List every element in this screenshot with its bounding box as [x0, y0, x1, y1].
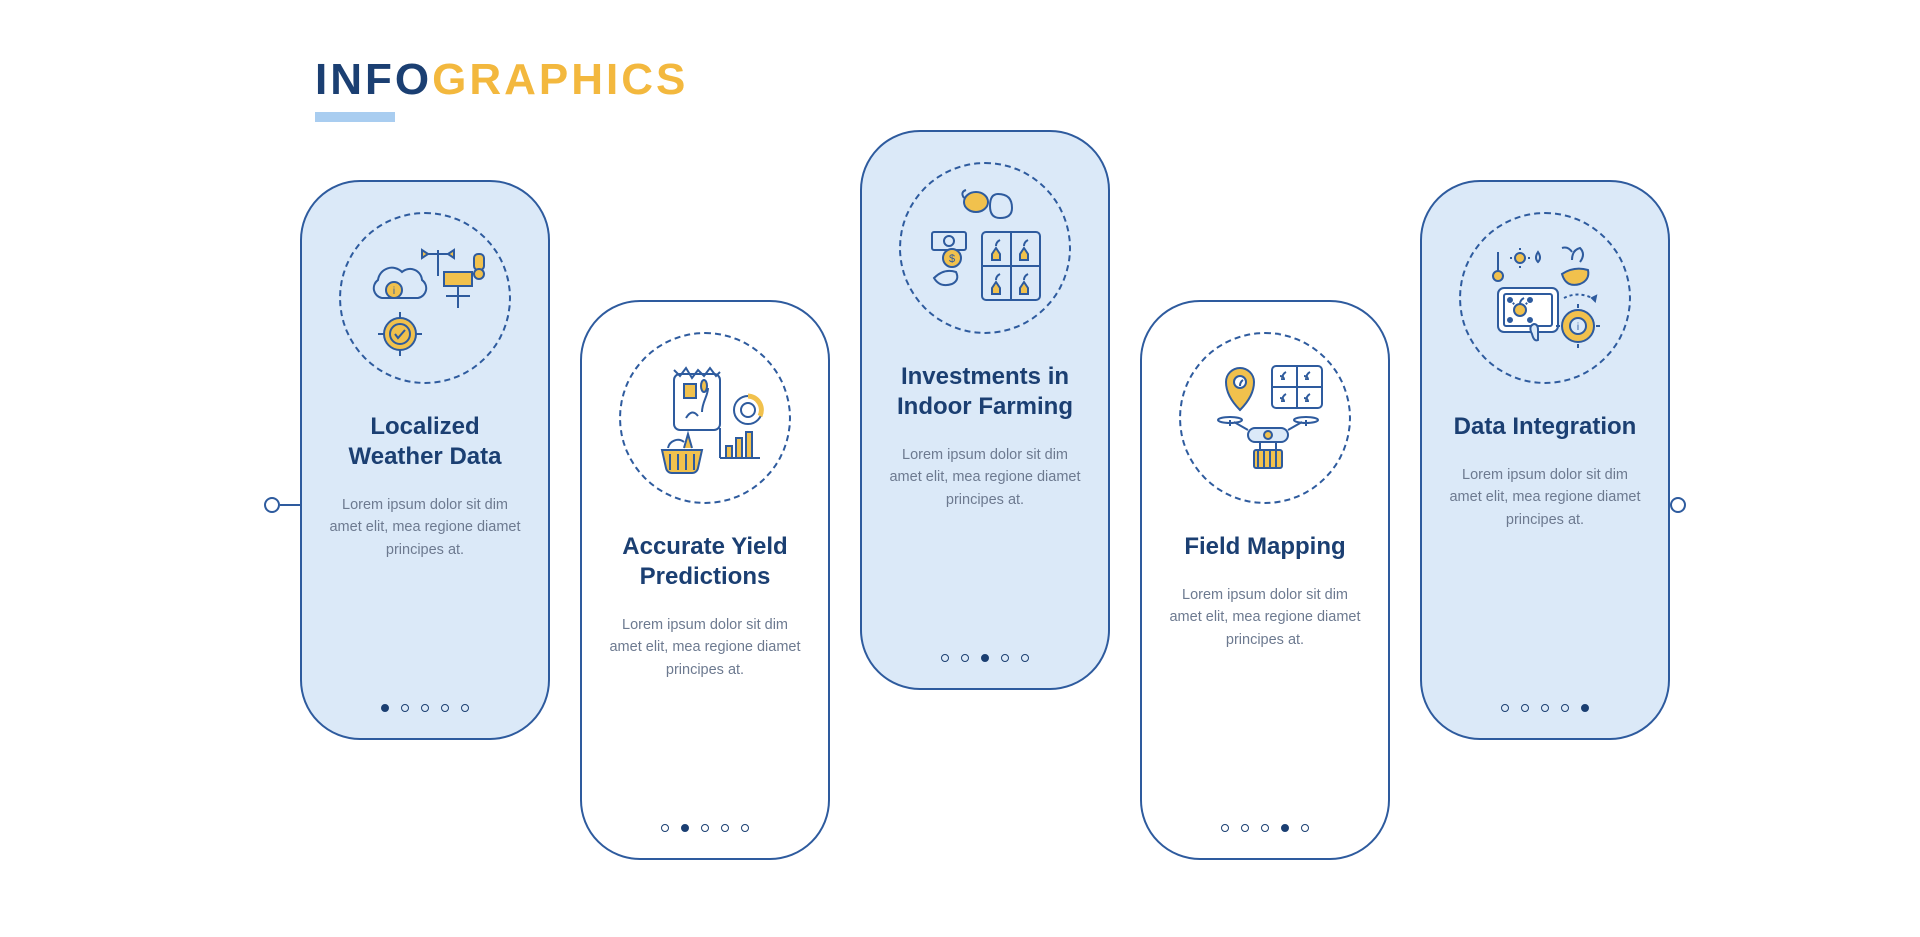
dot	[461, 704, 469, 712]
dot	[1581, 704, 1589, 712]
dot	[721, 824, 729, 832]
card-desc: Lorem ipsum dolor sit dim amet elit, mea…	[1444, 464, 1646, 531]
card-desc: Lorem ipsum dolor sit dim amet elit, mea…	[1164, 584, 1366, 651]
drone-mapping-icon	[1179, 332, 1351, 504]
card-desc: Lorem ipsum dolor sit dim amet elit, mea…	[324, 494, 526, 561]
dot	[441, 704, 449, 712]
card-dots	[1221, 824, 1309, 832]
dot	[941, 654, 949, 662]
card-title: Investments in Indoor Farming	[884, 362, 1086, 422]
card-mapping: Field Mapping Lorem ipsum dolor sit dim …	[1140, 300, 1390, 860]
dot	[961, 654, 969, 662]
dot	[661, 824, 669, 832]
card-desc: Lorem ipsum dolor sit dim amet elit, mea…	[884, 444, 1086, 511]
card-dots	[381, 704, 469, 712]
dot	[1261, 824, 1269, 832]
card-weather: i	[300, 180, 550, 740]
card-yield: Accurate Yield Predictions Lorem ipsum d…	[580, 300, 830, 860]
card-desc: Lorem ipsum dolor sit dim amet elit, mea…	[604, 614, 806, 681]
dot	[381, 704, 389, 712]
dot	[1561, 704, 1569, 712]
dot	[681, 824, 689, 832]
data-integration-icon: i	[1459, 212, 1631, 384]
card-title: Field Mapping	[1184, 532, 1345, 562]
dot	[401, 704, 409, 712]
infographic-canvas: INFOGRAPHICS i	[260, 20, 1660, 900]
dot	[421, 704, 429, 712]
dot	[1501, 704, 1509, 712]
dot	[1001, 654, 1009, 662]
dot	[1521, 704, 1529, 712]
card-data: i Data Integration Lorem ipsum dolor sit…	[1420, 180, 1670, 740]
card-indoor: $ Investments in Indoor Farming	[860, 130, 1110, 690]
card-dots	[941, 654, 1029, 662]
dot	[1301, 824, 1309, 832]
dot	[1281, 824, 1289, 832]
dot	[1541, 704, 1549, 712]
svg-text:i: i	[393, 286, 395, 297]
timeline-end-node	[1670, 497, 1686, 513]
dot	[741, 824, 749, 832]
card-title: Data Integration	[1454, 412, 1637, 442]
indoor-farming-icon: $	[899, 162, 1071, 334]
card-title: Localized Weather Data	[324, 412, 526, 472]
dot	[701, 824, 709, 832]
dot	[1241, 824, 1249, 832]
dot	[1021, 654, 1029, 662]
card-dots	[661, 824, 749, 832]
card-title: Accurate Yield Predictions	[604, 532, 806, 592]
card-dots	[1501, 704, 1589, 712]
dot	[1221, 824, 1229, 832]
timeline-start-node	[264, 497, 280, 513]
dot	[981, 654, 989, 662]
yield-analytics-icon	[619, 332, 791, 504]
svg-text:i: i	[1577, 322, 1579, 333]
svg-text:$: $	[949, 253, 955, 265]
weather-sensors-icon: i	[339, 212, 511, 384]
